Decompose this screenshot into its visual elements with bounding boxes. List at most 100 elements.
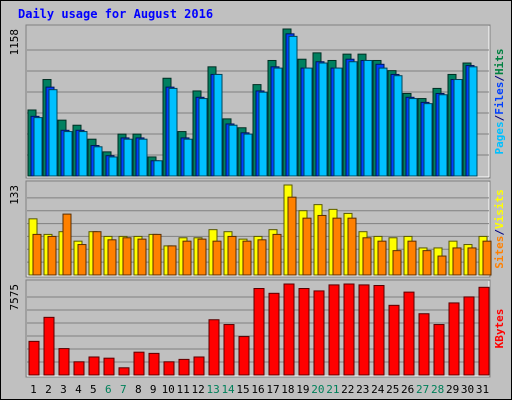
bar-sites-day-8 [137, 238, 147, 276]
y-max-label: 7575 [8, 284, 21, 311]
x-tick-label-day-6: 6 [105, 383, 112, 396]
legend-entry: / [493, 75, 506, 82]
bar-pages-day-28 [438, 94, 448, 177]
bar-kbytes-day-19 [298, 288, 310, 376]
x-tick-label-day-31: 31 [476, 383, 489, 396]
bar-kbytes-day-28 [433, 324, 445, 376]
bar-kbytes-day-18 [283, 283, 295, 376]
bar-kbytes-day-15 [238, 336, 250, 376]
x-axis-labels: 1 2 3 4 5 6 7 8 9 10 11 12 13 14 15 16 17 18 19 20 21 22 23 24 2… [30, 383, 489, 396]
bar-pages-day-16 [258, 91, 268, 177]
bar-sites-day-7 [122, 237, 132, 276]
legend-entry: Sites [493, 236, 506, 269]
bar-sites-day-25 [392, 250, 402, 276]
bar-pages-day-3 [63, 131, 73, 177]
legend-entry: / [493, 114, 506, 121]
bar-pages-day-26 [408, 98, 418, 177]
chart-title: Daily usage for August 2016 [18, 7, 213, 21]
bar-kbytes-day-13 [208, 319, 220, 376]
bar-sites-day-28 [437, 255, 447, 276]
bar-pages-day-20 [318, 62, 328, 177]
bar-pages-day-2 [48, 89, 58, 177]
x-tick-label-day-5: 5 [90, 383, 97, 396]
bar-kbytes-day-1 [28, 340, 40, 376]
series-kbytes [28, 283, 490, 376]
x-tick-label-day-9: 9 [150, 383, 157, 396]
bar-sites-day-29 [452, 247, 462, 276]
x-tick-label-day-22: 22 [341, 383, 354, 396]
x-tick-label-day-8: 8 [135, 383, 142, 396]
bar-sites-day-21 [332, 217, 342, 276]
bar-kbytes-day-25 [388, 304, 400, 376]
bar-sites-day-20 [317, 214, 327, 276]
bar-kbytes-day-23 [358, 284, 370, 376]
bar-kbytes-day-21 [328, 284, 340, 376]
bar-kbytes-day-5 [88, 356, 100, 376]
bar-sites-day-3 [62, 213, 72, 276]
x-tick-label-day-27: 27 [416, 383, 429, 396]
bar-pages-day-6 [108, 156, 118, 177]
x-tick-label-day-18: 18 [281, 383, 294, 396]
bar-kbytes-day-17 [268, 292, 280, 376]
bar-pages-day-18 [288, 35, 298, 177]
bar-sites-day-2 [47, 235, 57, 276]
series-sites [32, 196, 492, 276]
bar-kbytes-day-8 [133, 351, 145, 376]
legend-kbytes: KBytes [493, 309, 506, 349]
bar-kbytes-day-30 [463, 296, 475, 376]
x-tick-label-day-13: 13 [206, 383, 219, 396]
bar-kbytes-day-29 [448, 302, 460, 376]
panel-visits: 133 Sites/Visits [8, 180, 506, 278]
x-tick-label-day-26: 26 [401, 383, 414, 396]
bar-sites-day-14 [227, 235, 237, 276]
bar-pages-day-21 [333, 67, 343, 177]
x-tick-label-day-15: 15 [236, 383, 249, 396]
bar-pages-day-19 [303, 67, 313, 177]
bar-pages-day-7 [123, 138, 133, 177]
legend-entry: Files [493, 82, 506, 115]
bar-kbytes-day-2 [43, 316, 55, 376]
x-tick-label-day-21: 21 [326, 383, 339, 396]
bar-pages-day-27 [423, 103, 433, 177]
bar-pages-day-30 [468, 66, 478, 177]
bar-sites-day-4 [77, 244, 87, 276]
bar-kbytes-day-27 [418, 313, 430, 376]
bar-kbytes-day-31 [478, 286, 490, 376]
bar-kbytes-day-10 [163, 361, 175, 376]
legend-hits: Pages/Files/Hits [493, 49, 506, 155]
legend-entry: / [493, 229, 506, 236]
x-tick-label-day-14: 14 [221, 383, 235, 396]
x-tick-label-day-3: 3 [60, 383, 67, 396]
bar-kbytes-day-16 [253, 288, 265, 376]
x-tick-label-day-30: 30 [461, 383, 474, 396]
bar-sites-day-6 [107, 239, 117, 276]
bar-sites-day-30 [467, 247, 477, 276]
legend-visits: Sites/Visits [493, 189, 506, 269]
bar-pages-day-17 [273, 67, 283, 177]
legend-entry: Pages [493, 121, 506, 154]
bar-pages-day-8 [138, 138, 148, 177]
bar-kbytes-day-6 [103, 357, 115, 376]
bar-pages-day-9 [153, 160, 163, 177]
bar-sites-day-22 [347, 217, 357, 276]
x-tick-label-day-12: 12 [192, 383, 205, 396]
bar-pages-day-10 [168, 87, 178, 177]
bar-kbytes-day-9 [148, 352, 160, 376]
x-tick-label-day-25: 25 [386, 383, 399, 396]
bar-pages-day-5 [93, 146, 103, 177]
bar-pages-day-11 [183, 138, 193, 177]
bar-sites-day-31 [482, 240, 492, 276]
bar-kbytes-day-14 [223, 324, 235, 376]
bar-pages-day-12 [198, 98, 208, 177]
x-tick-label-day-20: 20 [311, 383, 324, 396]
bar-sites-day-11 [182, 240, 192, 276]
bar-pages-day-15 [243, 133, 253, 177]
x-tick-label-day-28: 28 [431, 383, 444, 396]
bar-pages-day-22 [348, 61, 358, 177]
bar-sites-day-27 [422, 250, 432, 276]
x-tick-label-day-29: 29 [446, 383, 459, 396]
x-tick-label-day-2: 2 [45, 383, 52, 396]
bar-sites-day-5 [92, 231, 102, 276]
